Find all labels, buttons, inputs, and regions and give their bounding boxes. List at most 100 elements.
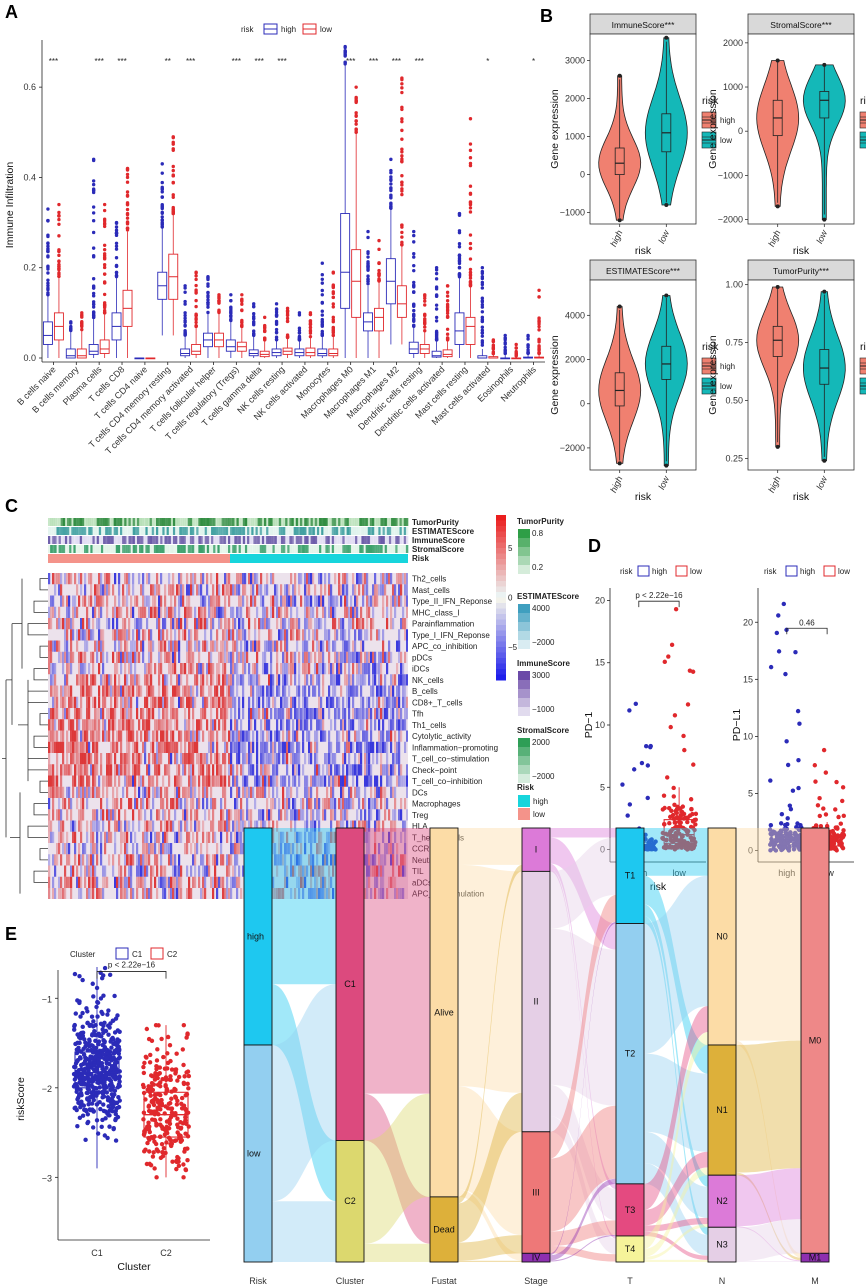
outlier-point: [366, 260, 370, 264]
heatmap-cell: [236, 831, 239, 843]
annotation-cell: [67, 527, 70, 535]
heatmap-cell: [276, 764, 279, 776]
outlier-point: [389, 175, 393, 179]
outlier-point: [389, 193, 393, 197]
heatmap-cell: [128, 708, 131, 720]
heatmap-cell: [376, 865, 379, 877]
annotation-cell: [71, 545, 74, 553]
heatmap-cell: [68, 618, 71, 630]
heatmap-cell: [190, 640, 193, 652]
heatmap-cell: [74, 820, 77, 832]
heatmap-cell: [248, 764, 251, 776]
heatmap-cell: [130, 775, 133, 787]
box-high: [225, 339, 236, 352]
heatmap-cell: [138, 753, 141, 765]
heatmap-cell: [170, 696, 173, 708]
heatmap-cell: [212, 764, 215, 776]
heatmap-cell: [92, 854, 95, 866]
heatmap-cell: [234, 820, 237, 832]
heatmap-cell: [404, 843, 407, 855]
heatmap-cell: [286, 696, 289, 708]
heatmap-cell: [170, 663, 173, 675]
heatmap-cell: [390, 741, 393, 753]
heatmap-cell: [356, 775, 359, 787]
heatmap-cell: [64, 798, 67, 810]
heatmap-cell: [268, 753, 271, 765]
heatmap-cell: [114, 573, 117, 585]
annotation-cell: [240, 545, 244, 553]
heatmap-cell: [346, 640, 349, 652]
heatmap-cell: [232, 651, 235, 663]
outlier-point: [423, 313, 427, 317]
heatmap-cell: [368, 674, 371, 686]
heatmap-cell: [74, 696, 77, 708]
annotation-cell: [60, 545, 64, 553]
heatmap-cell: [132, 753, 135, 765]
heatmap-cell: [386, 618, 389, 630]
heatmap-cell: [176, 640, 179, 652]
heatmap-cell: [162, 865, 165, 877]
annotation-cell: [266, 527, 269, 535]
heatmap-cell: [396, 843, 399, 855]
heatmap-cell: [270, 741, 273, 753]
heatmap-cell: [286, 595, 289, 607]
heatmap-cell: [378, 651, 381, 663]
annotation-cell: [75, 518, 78, 526]
outlier-point: [480, 317, 485, 322]
heatmap-cell: [130, 663, 133, 675]
heatmap-cell: [306, 730, 309, 742]
annotation-cell: [213, 536, 216, 544]
heatmap-cell: [172, 696, 175, 708]
heatmap-cell: [240, 719, 243, 731]
annotation-cell: [242, 527, 246, 535]
heatmap-cell: [378, 629, 381, 641]
outlier-point: [354, 127, 358, 132]
heatmap-cell: [210, 674, 213, 686]
heatmap-cell: [52, 876, 55, 888]
heatmap-cell: [274, 753, 277, 765]
outlier-point: [46, 267, 50, 271]
heatmap-cell: [300, 854, 303, 866]
heatmap-cell: [348, 685, 351, 697]
heatmap-cell: [188, 741, 191, 753]
heatmap-cell: [346, 685, 349, 697]
annotation-cell: [388, 545, 392, 553]
heatmap-cell: [286, 629, 289, 641]
annotation-cell: [223, 527, 227, 535]
annotation-cell: [117, 527, 121, 535]
heatmap-cell: [222, 809, 225, 821]
heatmap-cell: [322, 719, 325, 731]
annotation-cell: [48, 536, 51, 544]
outlier-point: [171, 142, 175, 146]
heatmap-cell: [288, 708, 291, 720]
heatmap-cell: [340, 651, 343, 663]
annotation-cell: [403, 518, 407, 526]
heatmap-cell: [392, 685, 395, 697]
annotation-cell: [283, 527, 286, 535]
heatmap-cell: [84, 741, 87, 753]
y-tick-label-b: −1000: [560, 208, 585, 218]
annotation-cell: [331, 545, 335, 553]
heatmap-cell: [174, 663, 177, 675]
heatmap-cell: [260, 741, 263, 753]
heatmap-cell: [398, 809, 401, 821]
annotation-cell: [117, 536, 121, 544]
heatmap-cell: [92, 843, 95, 855]
annotation-cell: [71, 518, 74, 526]
heatmap-cell: [376, 820, 379, 832]
annotation-cell: [363, 545, 366, 553]
heatmap-cell: [234, 730, 237, 742]
outlier-point: [400, 82, 404, 86]
heatmap-cell: [240, 831, 243, 843]
outlier-point: [91, 230, 96, 235]
heatmap-cell: [328, 573, 331, 585]
heatmap-cell: [300, 809, 303, 821]
heatmap-cell: [60, 876, 63, 888]
heatmap-cell: [234, 663, 237, 675]
heatmap-cell: [78, 651, 81, 663]
heatmap-cell: [166, 629, 169, 641]
heatmap-cell: [94, 865, 97, 877]
heatmap-cell: [190, 865, 193, 877]
heatmap-cell: [50, 730, 53, 742]
heatmap-cell: [276, 584, 279, 596]
